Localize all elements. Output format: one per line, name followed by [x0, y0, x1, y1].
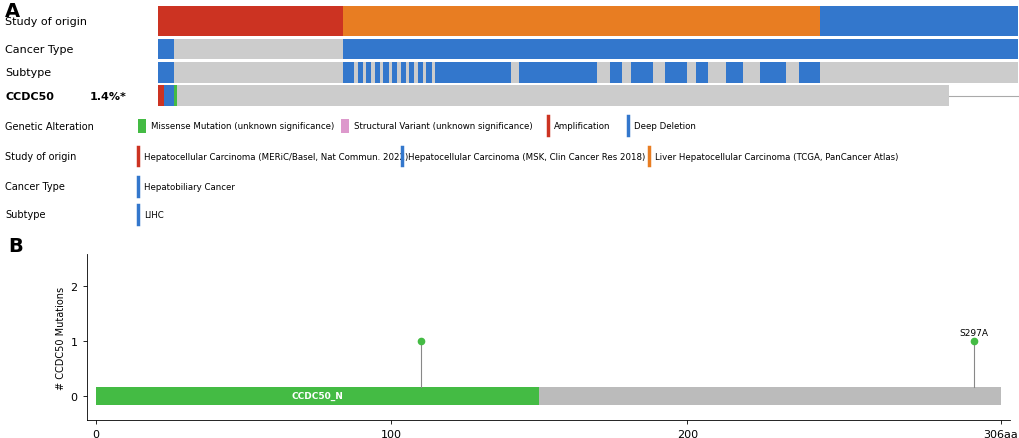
Text: Amplification: Amplification [553, 122, 610, 131]
Text: S297A: S297A [959, 328, 987, 337]
Bar [342, 7, 819, 37]
Text: Genetic Alteration: Genetic Alteration [5, 121, 94, 131]
Bar [391, 63, 396, 84]
Bar [173, 86, 177, 107]
Text: Hepatocellular Carcinoma (MSK, Clin Cancer Res 2018): Hepatocellular Carcinoma (MSK, Clin Canc… [408, 152, 645, 161]
Bar [374, 63, 379, 84]
Text: Structural Variant (unknown significance): Structural Variant (unknown significance… [354, 122, 532, 131]
Text: Cancer Type: Cancer Type [5, 45, 73, 55]
Bar [366, 63, 371, 84]
Bar [759, 63, 785, 84]
Bar [725, 63, 742, 84]
Bar [664, 63, 686, 84]
Text: Study of origin: Study of origin [5, 152, 76, 162]
Text: Subtype: Subtype [5, 210, 46, 220]
Bar [426, 63, 431, 84]
Text: Missense Mutation (unknown significance): Missense Mutation (unknown significance) [151, 122, 334, 131]
Text: Cancer Type: Cancer Type [5, 182, 65, 192]
Bar [138, 120, 146, 134]
Text: A: A [5, 2, 20, 21]
Text: CCDC50: CCDC50 [5, 92, 54, 101]
Bar [158, 39, 173, 60]
Bar [158, 39, 1017, 60]
Bar [342, 39, 1017, 60]
Bar [418, 63, 423, 84]
Bar [358, 63, 363, 84]
Bar [409, 63, 414, 84]
Bar [158, 86, 164, 107]
Text: Deep Deletion: Deep Deletion [634, 122, 695, 131]
Bar [96, 387, 1000, 405]
Bar [798, 63, 819, 84]
Bar [158, 63, 1017, 84]
Bar [342, 63, 354, 84]
Text: Study of origin: Study of origin [5, 17, 87, 27]
Bar [631, 63, 652, 84]
Bar [383, 63, 388, 84]
Text: Subtype: Subtype [5, 68, 51, 78]
Bar [164, 86, 173, 107]
Y-axis label: # CCDC50 Mutations: # CCDC50 Mutations [56, 286, 66, 389]
Bar [340, 120, 348, 134]
Bar [695, 63, 708, 84]
Bar [819, 7, 1017, 37]
Text: CCDC50_N: CCDC50_N [291, 392, 343, 400]
Text: LIHC: LIHC [144, 210, 163, 219]
Bar [158, 63, 173, 84]
Text: Hepatobiliary Cancer: Hepatobiliary Cancer [144, 182, 234, 191]
Bar [96, 387, 539, 405]
Bar [609, 63, 622, 84]
Bar [158, 86, 949, 107]
Bar [434, 63, 511, 84]
Bar [519, 63, 596, 84]
Bar [158, 7, 342, 37]
Text: 1.4%*: 1.4%* [90, 92, 126, 101]
Bar [400, 63, 406, 84]
Text: B: B [8, 236, 22, 255]
Text: Hepatocellular Carcinoma (MERiC/Basel, Nat Commun. 2022): Hepatocellular Carcinoma (MERiC/Basel, N… [144, 152, 408, 161]
Text: Liver Hepatocellular Carcinoma (TCGA, PanCancer Atlas): Liver Hepatocellular Carcinoma (TCGA, Pa… [655, 152, 898, 161]
